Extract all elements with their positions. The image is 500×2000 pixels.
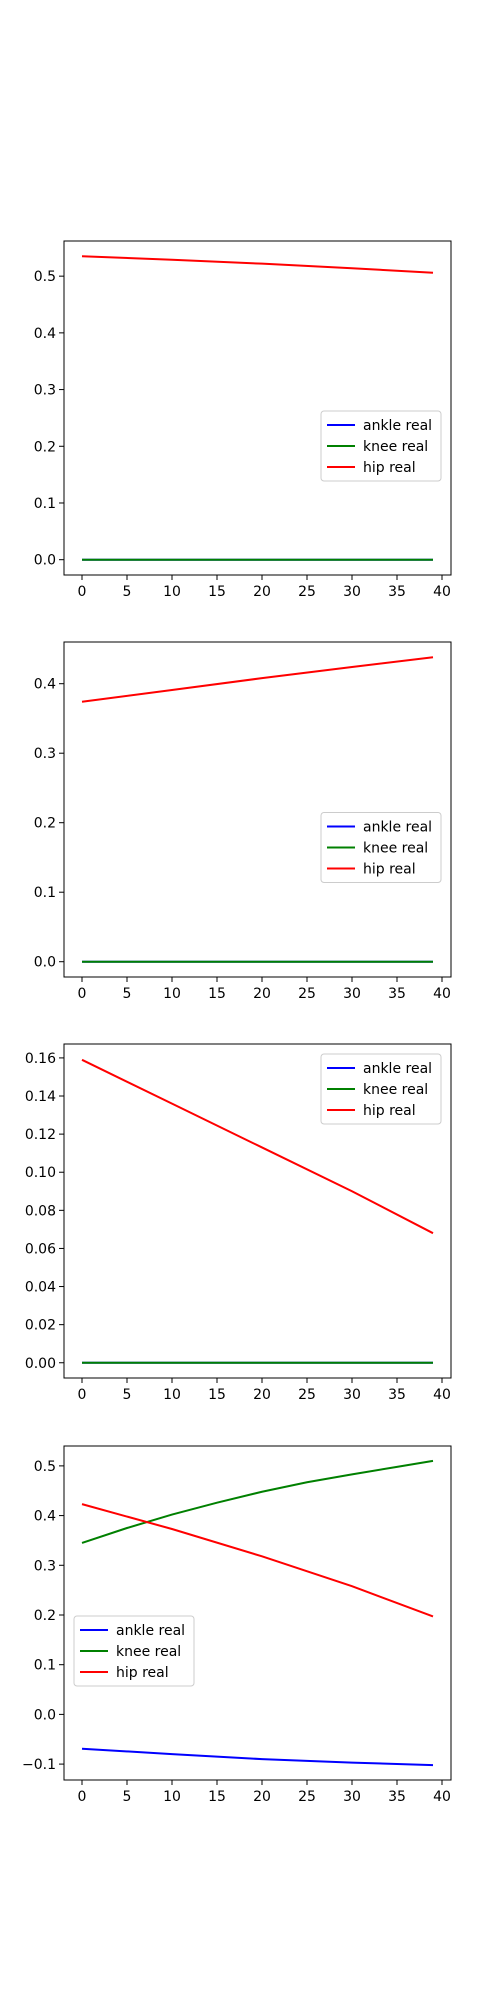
y-tick-label: 0.5 [34,269,56,285]
x-tick-label: 15 [208,986,226,1002]
x-tick-label: 35 [388,584,406,600]
y-tick-label: 0.1 [34,496,56,512]
series-line-knee-real [81,1459,434,1544]
x-tick-label: 35 [388,1789,406,1805]
legend: ankle real knee real hip real [73,1615,195,1687]
x-tick-label: 40 [433,1387,451,1403]
y-tick-label: 0.04 [25,1280,56,1296]
legend-box [320,410,442,482]
x-tick-label: 5 [123,986,132,1002]
x-tick-label: 40 [433,986,451,1002]
chart-panel-2: 0 5 10 15 20 25 30 35 40 0.0 0.1 0.2 0.3 0.4 ankle rea… [34,641,452,1002]
chart-panel-3: 0 5 10 15 20 25 30 35 40 0.00 0.02 0.04 0.06 0.08 0.10… [25,1043,452,1403]
y-tick-label: 0.00 [25,1356,56,1372]
y-tick-label: 0.3 [34,1558,56,1574]
legend-label: knee real [363,439,428,455]
x-tick-label: 20 [253,1789,271,1805]
legend-box [73,1615,195,1687]
x-tick-label: 40 [433,1789,451,1805]
x-tick-label: 15 [208,584,226,600]
series-line-hip-real [81,1503,434,1618]
legend: ankle real knee real hip real [320,812,442,883]
x-tick-label: 5 [123,1789,132,1805]
x-tick-label: 0 [78,986,87,1002]
x-tick-label: 25 [298,986,316,1002]
x-tick-label: 0 [78,584,87,600]
y-tick-label: 0.1 [34,1658,56,1674]
x-tick-label: 30 [343,584,361,600]
x-tick-label: 5 [123,1387,132,1403]
legend-label: knee real [116,1644,181,1660]
y-tick-label: 0.0 [34,1707,56,1723]
axes-frame [63,1445,452,1781]
y-tick-label: 0.0 [34,955,56,971]
legend-label: ankle real [363,820,432,836]
y-tick-label: 0.1 [34,885,56,901]
series-line-hip-real [81,255,434,274]
x-tick-label: 30 [343,1387,361,1403]
legend-label: hip real [363,460,416,476]
x-tick-label: 10 [163,1789,181,1805]
axes-frame [63,641,452,978]
axes-frame [63,240,452,576]
chart-panel-1: 0 5 10 15 20 25 30 35 40 0.0 0.1 0.2 0.3 0.4 0.5 ankle … [34,240,452,600]
x-tick-label: 10 [163,1387,181,1403]
y-tick-label: 0.12 [25,1127,56,1143]
x-tick-label: 35 [388,1387,406,1403]
legend-label: hip real [116,1665,169,1681]
x-tick-label: 0 [78,1387,87,1403]
legend-label: knee real [363,1082,428,1098]
legend-label: ankle real [116,1623,185,1639]
x-tick-label: 0 [78,1789,87,1805]
axes-frame [63,1043,452,1379]
x-tick-label: 30 [343,986,361,1002]
x-tick-label: 15 [208,1387,226,1403]
x-tick-label: 5 [123,584,132,600]
x-tick-label: 10 [163,584,181,600]
y-tick-label: 0.2 [34,439,56,455]
x-tick-label: 35 [388,986,406,1002]
series-line-hip-real [81,656,434,703]
y-tick-label: 0.08 [25,1203,56,1219]
legend-box [320,1053,442,1125]
x-tick-label: 25 [298,584,316,600]
series-line-ankle-real [81,1747,434,1767]
x-tick-label: 25 [298,1789,316,1805]
x-tick-label: 30 [343,1789,361,1805]
chart-panel-4: 0 5 10 15 20 25 30 35 40 −0.1 0.0 0.1 0.2 0.3 0.4 0.5 an… [22,1445,452,1805]
legend-box [320,812,442,883]
y-tick-label: 0.0 [34,553,56,569]
y-tick-label: 0.16 [25,1051,56,1067]
y-tick-label: 0.06 [25,1241,56,1257]
y-tick-label: 0.3 [34,383,56,399]
y-tick-label: 0.2 [34,816,56,832]
y-tick-label: 0.4 [34,326,56,342]
y-tick-label: 0.4 [34,677,56,693]
legend-label: knee real [363,841,428,857]
y-tick-label: −0.1 [22,1757,56,1773]
y-tick-label: 0.2 [34,1608,56,1624]
x-tick-label: 40 [433,584,451,600]
x-tick-label: 20 [253,986,271,1002]
x-tick-label: 20 [253,1387,271,1403]
legend: ankle real knee real hip real [320,1053,442,1125]
x-tick-label: 10 [163,986,181,1002]
y-tick-label: 0.14 [25,1089,56,1105]
x-tick-label: 20 [253,584,271,600]
y-tick-label: 0.10 [25,1165,56,1181]
y-tick-label: 0.5 [34,1459,56,1475]
legend: ankle real knee real hip real [320,410,442,482]
x-tick-label: 25 [298,1387,316,1403]
y-tick-label: 0.4 [34,1509,56,1525]
legend-label: ankle real [363,1061,432,1077]
legend-label: hip real [363,1103,416,1119]
legend-label: ankle real [363,418,432,434]
series-line-hip-real [81,1058,434,1235]
legend-label: hip real [363,862,416,878]
y-tick-label: 0.02 [25,1318,56,1334]
y-tick-label: 0.3 [34,746,56,762]
x-tick-label: 15 [208,1789,226,1805]
